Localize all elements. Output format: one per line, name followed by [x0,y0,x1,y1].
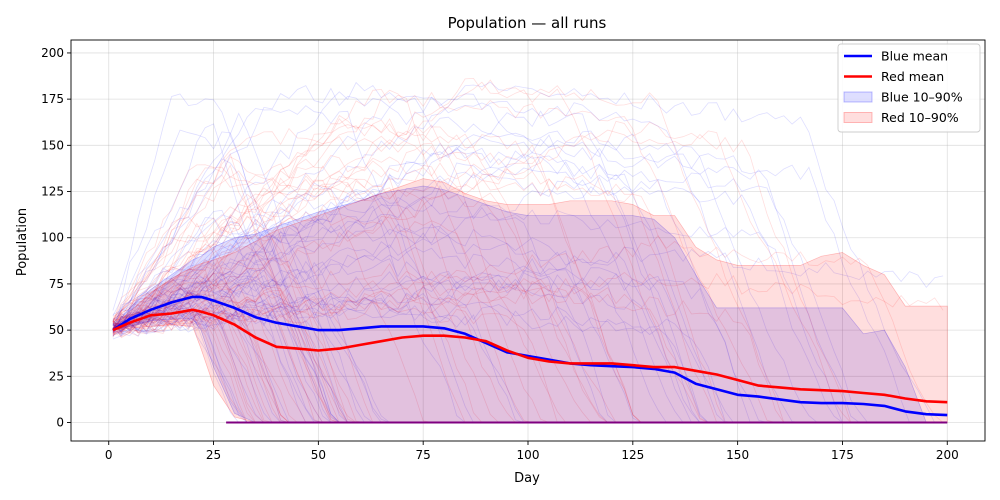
x-tick-label: 50 [311,448,326,462]
y-tick-label: 175 [41,92,64,106]
run-trace [112,246,944,337]
legend-label: Blue mean [881,49,948,64]
x-axis-label: Day [514,471,540,486]
run-trace [112,146,944,423]
y-tick-label: 0 [56,416,64,430]
x-tick-label: 75 [416,448,431,462]
y-tick-label: 200 [41,46,64,60]
y-tick-label: 125 [41,185,64,199]
legend: Blue mean Red mean Blue 10–90% Red 10–90% [837,43,981,133]
x-tick-label: 100 [517,448,540,462]
run-trace [112,176,944,423]
x-tick-label: 175 [831,448,854,462]
run-trace [112,106,944,423]
percentile-bands [112,178,948,423]
x-tick-label: 25 [206,448,221,462]
y-axis-label: Population [15,208,30,276]
x-tick-label: 150 [726,448,749,462]
legend-swatch [843,91,873,103]
y-tick-label: 100 [41,231,64,245]
run-trace [112,272,944,335]
run-trace [112,235,944,423]
y-axis-ticks: 0 25 50 75 100 125 150 175 200 [41,46,71,430]
legend-label: Red 10–90% [881,110,959,125]
chart-title: Population — all runs [448,14,607,32]
legend-swatch [843,112,873,123]
run-trace [112,209,944,423]
red-mean-line [112,308,948,404]
run-trace [112,134,944,423]
x-tick-label: 200 [936,448,959,462]
run-trace [112,81,944,423]
run-trace [112,129,944,423]
legend-box [837,43,981,133]
plot-area [112,77,948,424]
y-tick-label: 75 [49,277,64,291]
x-axis-ticks: 0 25 50 75 100 125 150 175 200 [105,441,959,462]
y-tick-label: 50 [49,323,64,337]
legend-label: Blue 10–90% [881,90,963,105]
x-tick-label: 125 [621,448,644,462]
y-tick-label: 25 [49,369,64,383]
x-tick-label: 0 [105,448,113,462]
legend-label: Red mean [881,69,944,84]
run-trace [112,138,944,423]
mean-lines [112,295,948,417]
run-trace [112,120,944,423]
y-tick-label: 150 [41,138,64,152]
